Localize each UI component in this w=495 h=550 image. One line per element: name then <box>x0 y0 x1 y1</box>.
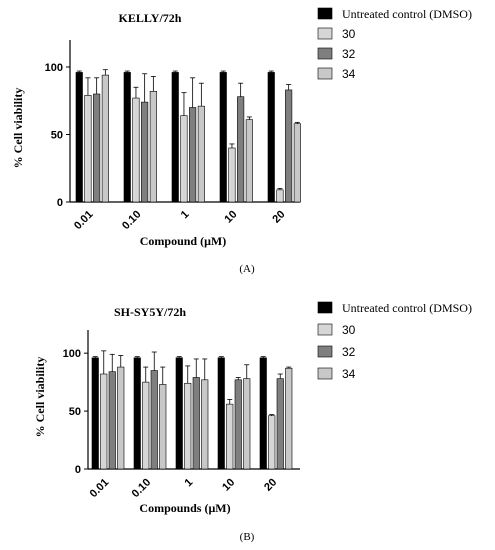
bar-b-c30-4 <box>268 415 276 470</box>
x-tick-label-a: 0.01 <box>72 208 96 232</box>
x-tick-label-b: 1 <box>182 476 195 489</box>
panel-caption-b: (B) <box>240 531 255 543</box>
bar-a-c32-2 <box>189 107 197 203</box>
bar-a-c34-3 <box>245 119 253 203</box>
legend-b: Untreated control (DMSO) 30 32 34 <box>317 301 472 381</box>
y-tick-label-a: 100 <box>45 62 63 74</box>
y-tick-label-b: 50 <box>69 406 81 418</box>
legend-label-a-c32: 32 <box>342 47 356 61</box>
x-axis-title-a: Compound (μM) <box>140 234 226 248</box>
bar-b-c32-4 <box>276 378 284 470</box>
bar-b-c30-2 <box>184 382 192 470</box>
bar-a-control-1 <box>123 72 131 203</box>
bar-b-c32-0 <box>108 371 116 470</box>
bar-b-control-3 <box>217 357 225 470</box>
bar-a-c32-0 <box>93 93 101 203</box>
bar-b-control-2 <box>175 357 183 470</box>
legend-swatch-b-c30 <box>317 323 333 336</box>
bar-b-c34-3 <box>243 378 251 470</box>
x-tick-label-a: 0.10 <box>120 208 144 232</box>
legend-swatch-b-c34 <box>317 367 333 380</box>
legend-swatch-a-c32 <box>317 47 333 60</box>
x-tick-label-b: 0.01 <box>88 476 112 500</box>
bar-a-c32-3 <box>237 96 245 203</box>
bar-a-c32-1 <box>141 101 149 203</box>
bar-b-c30-3 <box>226 403 234 470</box>
x-tick-label-b: 0.10 <box>130 476 154 500</box>
bar-a-c30-4 <box>276 189 284 203</box>
bar-a-control-3 <box>219 72 227 203</box>
bar-a-c32-4 <box>285 89 293 203</box>
bar-a-c30-3 <box>228 147 236 203</box>
legend-label-a-c34: 34 <box>342 67 356 81</box>
y-tick-label-a: 0 <box>57 197 63 209</box>
panel-a: KELLY/72h % Cell viability Compound (μM)… <box>11 7 472 275</box>
bar-b-c32-1 <box>150 370 158 470</box>
legend-swatch-a-c34 <box>317 67 333 80</box>
y-tick-label-b: 100 <box>63 348 81 360</box>
legend-swatch-b-c32 <box>317 345 333 358</box>
bar-a-c34-1 <box>149 91 157 203</box>
bar-a-c30-0 <box>84 95 92 203</box>
x-tick-label-b: 10 <box>220 476 237 493</box>
y-axis-title-a: % Cell viability <box>11 88 25 169</box>
legend-swatch-b-control <box>317 301 333 314</box>
legend-label-a-c30: 30 <box>342 27 356 41</box>
y-axis-title-b: % Cell viability <box>33 357 47 438</box>
plot-area-a: 0 50 100 0.01 0.10 1 10 20 <box>45 40 301 232</box>
bar-b-c34-2 <box>201 379 209 470</box>
legend-a: Untreated control (DMSO) 30 32 34 <box>317 7 472 81</box>
bar-b-c34-1 <box>159 384 167 470</box>
x-tick-label-a: 1 <box>179 208 192 221</box>
bar-a-c34-0 <box>101 74 109 203</box>
bar-b-c34-4 <box>285 367 293 470</box>
bar-b-c32-2 <box>192 377 200 470</box>
x-tick-label-a: 20 <box>270 208 287 225</box>
bar-a-control-4 <box>267 72 275 203</box>
bar-b-c30-1 <box>142 381 150 470</box>
plot-area-b: 0 50 100 0.01 0.10 1 10 20 <box>63 330 300 500</box>
x-tick-label-b: 20 <box>262 476 279 493</box>
bar-b-c34-0 <box>117 366 125 470</box>
legend-swatch-a-c30 <box>317 27 333 40</box>
bar-a-control-2 <box>171 72 179 203</box>
bar-a-c30-1 <box>132 97 140 203</box>
y-tick-label-a: 50 <box>51 130 63 142</box>
panel-caption-a: (A) <box>239 263 255 275</box>
x-axis-title-b: Compounds (μM) <box>139 501 230 515</box>
chart-title-b: SH-SY5Y/72h <box>114 305 186 319</box>
bar-b-c30-0 <box>100 373 108 470</box>
bar-b-control-4 <box>259 357 267 470</box>
bar-a-c30-2 <box>180 115 188 203</box>
bar-b-control-0 <box>91 357 99 470</box>
bar-b-control-1 <box>133 357 141 470</box>
legend-label-a-control: Untreated control (DMSO) <box>342 7 472 21</box>
y-tick-label-b: 0 <box>75 464 81 476</box>
chart-title-a: KELLY/72h <box>119 11 182 25</box>
legend-label-b-c30: 30 <box>342 323 356 337</box>
x-tick-label-a: 10 <box>222 208 239 225</box>
legend-label-b-c34: 34 <box>342 367 356 381</box>
bar-a-c34-2 <box>197 105 205 203</box>
legend-label-b-c32: 32 <box>342 345 356 359</box>
bar-a-control-0 <box>75 72 83 203</box>
legend-label-b-control: Untreated control (DMSO) <box>342 301 472 315</box>
bar-a-c34-4 <box>293 123 301 203</box>
legend-swatch-a-control <box>317 7 333 20</box>
panel-b: SH-SY5Y/72h % Cell viability Compounds (… <box>33 301 472 543</box>
bar-b-c32-3 <box>234 379 242 470</box>
